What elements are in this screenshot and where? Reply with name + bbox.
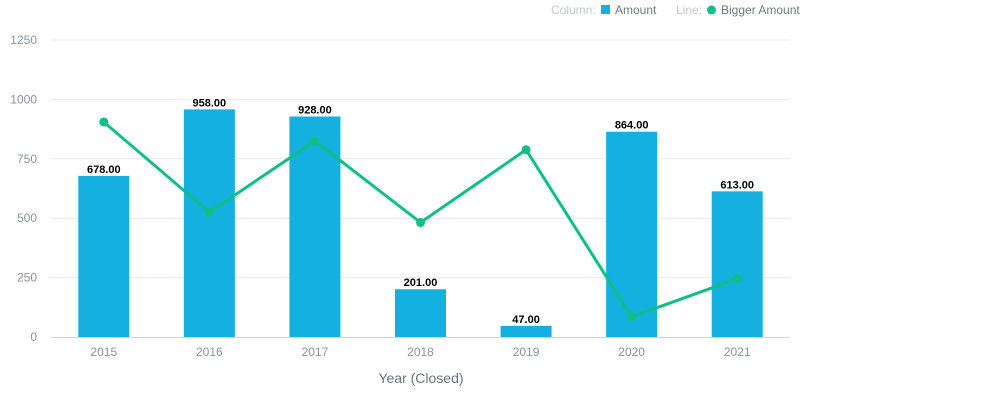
x-tick-label: 2016	[196, 345, 223, 359]
x-axis-ticks: 2015 2016 2017 2018 2019 2020 2021	[90, 345, 750, 359]
y-axis-ticks: 0 250 500 750 1000 1250	[10, 33, 37, 344]
bar-data-label: 864.00	[615, 120, 649, 132]
bar-data-label: 958.00	[193, 97, 227, 109]
bar[interactable]	[395, 289, 446, 337]
grid	[51, 39, 790, 279]
bar-data-label: 678.00	[87, 164, 121, 176]
legend-bar-swatch	[601, 5, 610, 14]
x-tick-label: 2018	[407, 345, 434, 359]
y-tick-label: 250	[17, 271, 37, 285]
x-tick-label: 2019	[513, 345, 540, 359]
line-point[interactable]	[416, 217, 425, 227]
bar[interactable]	[500, 325, 552, 337]
line-point[interactable]	[310, 136, 320, 146]
y-tick-label: 500	[17, 211, 37, 225]
bar-data-label: 47.00	[512, 314, 540, 326]
line-point[interactable]	[204, 207, 214, 217]
bar[interactable]	[78, 175, 130, 337]
bar-data-label: 928.00	[298, 105, 332, 117]
y-tick-label: 1000	[10, 92, 37, 106]
y-tick-label: 0	[30, 330, 37, 344]
bar[interactable]	[606, 131, 658, 337]
legend-bar-series-label[interactable]: Amount	[615, 3, 657, 17]
bar[interactable]	[711, 191, 763, 337]
legend: Column: Amount Line: Bigger Amount	[551, 3, 800, 17]
bar-data-labels: 678.00 958.00 928.00 201.00 47.00 864.00 613.0…	[87, 97, 754, 325]
y-tick-label: 1250	[10, 33, 37, 47]
x-axis-title: Year (Closed)	[378, 370, 463, 386]
x-tick-label: 2015	[90, 345, 117, 359]
x-tick-label: 2017	[302, 345, 329, 359]
y-tick-label: 750	[17, 152, 37, 166]
line-point[interactable]	[521, 145, 531, 155]
line-point[interactable]	[627, 312, 637, 322]
line-point[interactable]	[99, 117, 109, 127]
x-tick-label: 2021	[724, 345, 751, 359]
legend-column-prefix: Column:	[551, 3, 596, 17]
line-series	[99, 117, 742, 322]
bar-data-label: 201.00	[404, 277, 438, 289]
bar[interactable]	[289, 116, 341, 337]
legend-line-prefix: Line:	[676, 3, 702, 17]
line-point[interactable]	[732, 274, 742, 284]
legend-line-series-label[interactable]: Bigger Amount	[721, 3, 800, 17]
legend-line-swatch	[707, 5, 716, 15]
bar-data-label: 613.00	[720, 179, 754, 191]
x-tick-label: 2020	[618, 345, 645, 359]
bar[interactable]	[183, 109, 235, 337]
